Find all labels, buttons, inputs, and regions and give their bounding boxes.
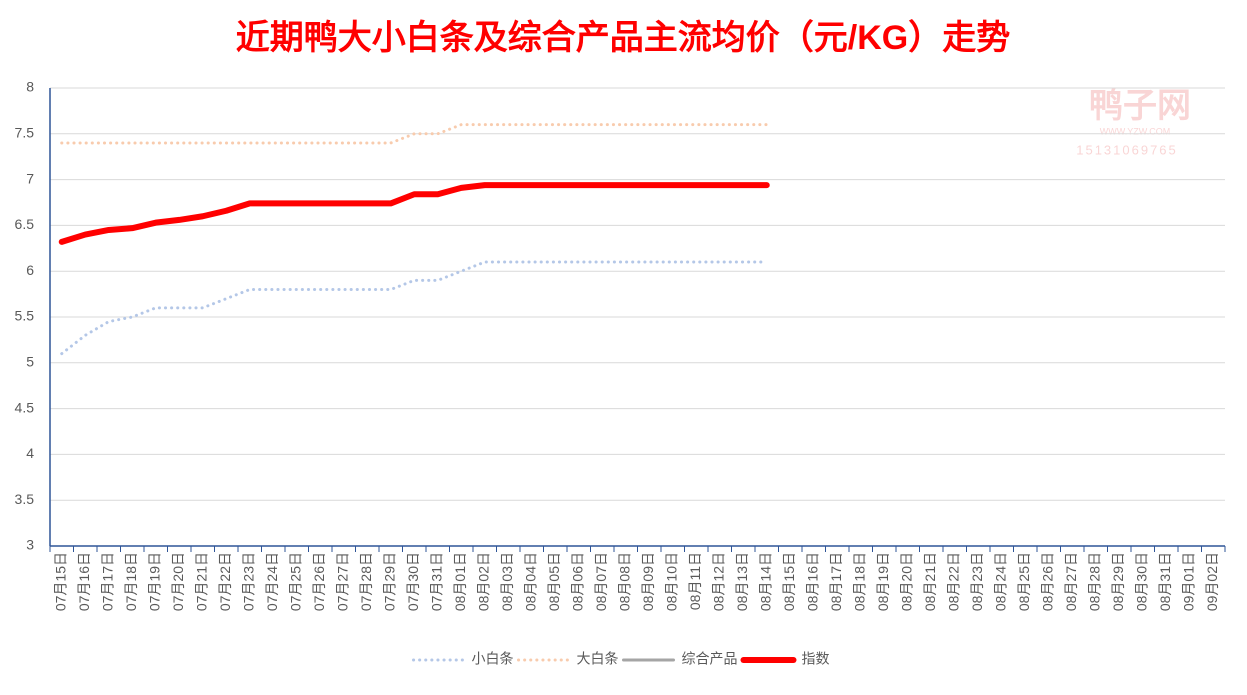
legend-label: 综合产品 bbox=[682, 651, 738, 667]
x-tick-label: 09月02日 bbox=[1204, 552, 1220, 611]
x-tick-label: 08月04日 bbox=[522, 552, 538, 611]
series-line bbox=[58, 182, 770, 245]
y-tick-label: 4 bbox=[26, 445, 34, 461]
x-tick-label: 07月16日 bbox=[76, 552, 92, 611]
x-tick-label: 07月24日 bbox=[264, 552, 280, 611]
x-tick-label: 08月17日 bbox=[828, 552, 844, 611]
watermark-phone: 15131069765 bbox=[1076, 142, 1178, 157]
x-tick-label: 08月26日 bbox=[1039, 552, 1055, 611]
y-tick-label: 8 bbox=[26, 79, 34, 95]
x-tick-label: 08月18日 bbox=[851, 552, 867, 611]
watermark-name: 鸭子网 bbox=[1089, 87, 1191, 125]
x-tick-label: 08月23日 bbox=[969, 552, 985, 611]
x-tick-label: 07月15日 bbox=[52, 552, 68, 611]
watermark: 鸭子网 WWW.YZW.COM 15131069765 bbox=[1076, 87, 1191, 157]
x-tick-label: 08月24日 bbox=[992, 552, 1008, 611]
x-tick-label: 08月28日 bbox=[1086, 552, 1102, 611]
watermark-site: WWW.YZW.COM bbox=[1100, 126, 1170, 136]
x-tick-label: 07月23日 bbox=[240, 552, 256, 611]
x-tick-label: 07月30日 bbox=[405, 552, 421, 611]
y-tick-label: 7.5 bbox=[15, 125, 35, 141]
x-tick-label: 08月13日 bbox=[734, 552, 750, 611]
x-tick-label: 08月12日 bbox=[710, 552, 726, 611]
x-tick-label: 08月16日 bbox=[804, 552, 820, 611]
x-tick-label: 08月01日 bbox=[452, 552, 468, 611]
y-tick-label: 3 bbox=[26, 537, 34, 553]
series-line bbox=[60, 123, 769, 145]
x-tick-label: 08月15日 bbox=[781, 552, 797, 611]
x-tick-label: 08月25日 bbox=[1016, 552, 1032, 611]
x-tick-label: 08月08日 bbox=[616, 552, 632, 611]
x-tick-label: 08月20日 bbox=[898, 552, 914, 611]
x-tick-label: 07月17日 bbox=[99, 552, 115, 611]
series-line bbox=[60, 260, 769, 356]
y-tick-label: 5 bbox=[26, 354, 34, 370]
x-tick-label: 08月10日 bbox=[663, 552, 679, 611]
x-tick-label: 07月31日 bbox=[428, 552, 444, 611]
x-tick-label: 08月06日 bbox=[569, 552, 585, 611]
legend-label: 大白条 bbox=[577, 651, 619, 667]
y-tick-label: 4.5 bbox=[15, 399, 35, 415]
y-tick-label: 5.5 bbox=[15, 308, 35, 324]
x-tick-label: 07月25日 bbox=[287, 552, 303, 611]
x-tick-label: 08月19日 bbox=[875, 552, 891, 611]
y-tick-label: 7 bbox=[26, 170, 34, 186]
x-tick-label: 07月26日 bbox=[311, 552, 327, 611]
x-tick-label: 08月11日 bbox=[687, 552, 703, 610]
x-tick-label: 08月02日 bbox=[475, 552, 491, 611]
x-tick-label: 07月28日 bbox=[358, 552, 374, 611]
x-tick-label: 08月07日 bbox=[593, 552, 609, 611]
x-tick-label: 08月22日 bbox=[945, 552, 961, 611]
x-tick-label: 07月21日 bbox=[193, 552, 209, 611]
y-tick-label: 6 bbox=[26, 262, 34, 278]
x-tick-label: 08月14日 bbox=[757, 552, 773, 611]
x-tick-label: 09月01日 bbox=[1180, 552, 1196, 611]
legend-label: 指数 bbox=[802, 651, 830, 667]
x-tick-label: 08月30日 bbox=[1133, 552, 1149, 611]
x-tick-label: 07月22日 bbox=[217, 552, 233, 611]
x-tick-label: 08月03日 bbox=[499, 552, 515, 611]
x-tick-label: 08月29日 bbox=[1110, 552, 1126, 611]
x-tick-label: 07月27日 bbox=[334, 552, 350, 611]
legend-label: 小白条 bbox=[472, 651, 514, 667]
x-tick-label: 08月21日 bbox=[922, 552, 938, 611]
x-tick-label: 08月31日 bbox=[1157, 552, 1173, 611]
x-tick-label: 07月20日 bbox=[170, 552, 186, 611]
x-tick-label: 08月05日 bbox=[546, 552, 562, 611]
x-tick-label: 07月19日 bbox=[146, 552, 162, 611]
x-tick-label: 08月27日 bbox=[1063, 552, 1079, 611]
x-tick-label: 08月09日 bbox=[640, 552, 656, 611]
chart-title: 近期鸭大小白条及综合产品主流均价（元/KG）走势 bbox=[236, 18, 1010, 57]
x-tick-label: 07月18日 bbox=[123, 552, 139, 611]
y-tick-label: 6.5 bbox=[15, 216, 35, 232]
x-tick-label: 07月29日 bbox=[381, 552, 397, 611]
y-tick-label: 3.5 bbox=[15, 491, 35, 507]
